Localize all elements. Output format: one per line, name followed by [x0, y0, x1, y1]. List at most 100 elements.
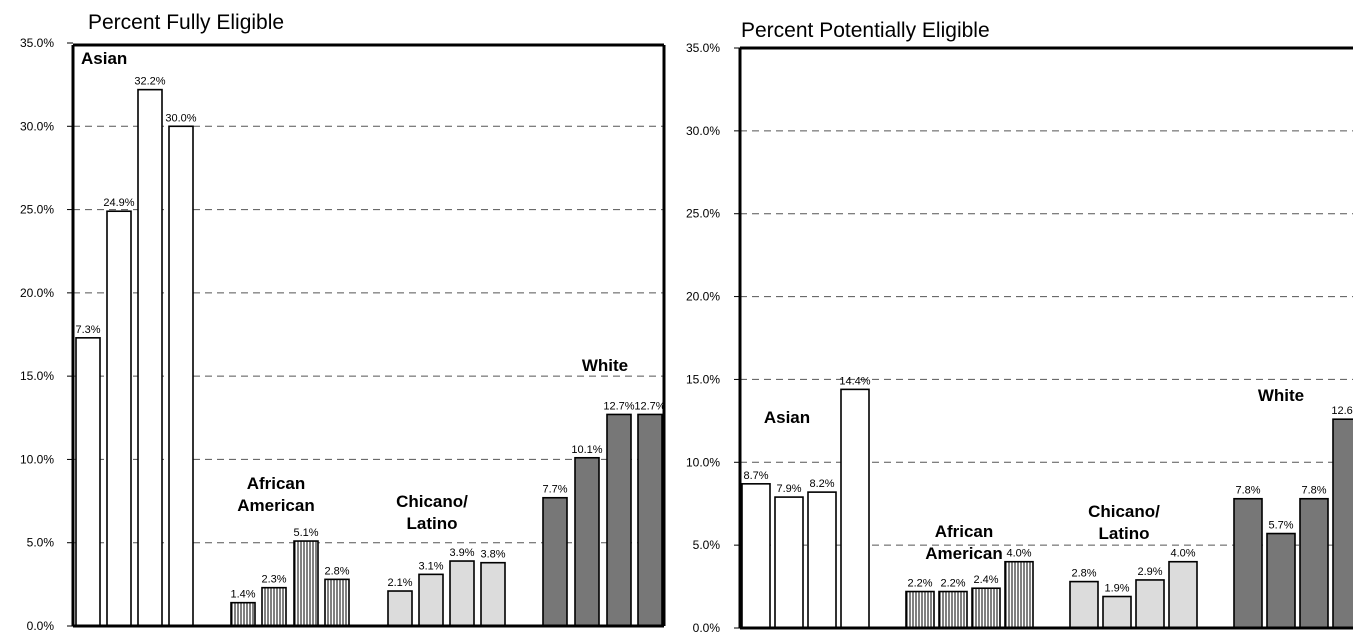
data-label: 10.1%: [571, 444, 602, 456]
y-tick-label: 15.0%: [20, 369, 54, 383]
y-tick-label: 5.0%: [27, 536, 55, 550]
data-label: 32.2%: [134, 76, 165, 88]
group-label-line: Chicano/: [1088, 502, 1160, 521]
y-tick-label: 0.0%: [27, 619, 55, 633]
bar: [574, 456, 600, 627]
group-label: African American: [925, 522, 1002, 563]
data-label: 4.0%: [1006, 548, 1031, 560]
bar: [293, 540, 319, 627]
bar: [1299, 497, 1329, 629]
data-label: 7.3%: [75, 324, 100, 336]
bar: [1004, 560, 1034, 629]
bar: [137, 88, 163, 627]
bar: [807, 491, 837, 629]
bar: [230, 601, 256, 627]
chart-potentially-eligible: Percent Potentially Eligible 0.0% 5.0% 10.…: [686, 19, 1353, 635]
group-label-line: Asian: [764, 408, 810, 427]
group-label: Chicano/Latino: [1088, 502, 1160, 543]
y-tick-label: 0.0%: [693, 621, 721, 635]
data-label: 24.9%: [103, 197, 134, 209]
group-label-line: African: [247, 474, 306, 493]
group-label: White: [582, 356, 628, 375]
data-label: 8.2%: [809, 478, 834, 490]
group-label-line: White: [1258, 386, 1304, 405]
bar: [75, 337, 101, 627]
data-label: 14.4%: [839, 375, 870, 387]
data-label: 3.1%: [418, 560, 443, 572]
group-label-line: White: [582, 356, 628, 375]
bar: [1168, 560, 1198, 629]
y-tick-label: 20.0%: [20, 286, 54, 300]
data-label: 4.0%: [1170, 548, 1195, 560]
data-label: 3.8%: [480, 549, 505, 561]
group-label-line: Chicano/: [396, 492, 468, 511]
data-label: 12.7%: [603, 400, 634, 412]
data-label: 7.8%: [1301, 485, 1326, 497]
data-label: 7.8%: [1235, 485, 1260, 497]
data-label: 2.4%: [973, 574, 998, 586]
y-tick-label: 35.0%: [686, 41, 720, 55]
data-label: 2.3%: [261, 574, 286, 586]
group-label-line: American: [237, 496, 314, 515]
y-tick-label: 5.0%: [693, 538, 721, 552]
group-label-line: African: [935, 522, 994, 541]
chart-title: Percent Potentially Eligible: [741, 19, 990, 42]
group-label: White: [1258, 386, 1304, 405]
y-tick-label: 15.0%: [686, 372, 720, 386]
y-tick-label: 25.0%: [20, 203, 54, 217]
y-tick-label: 35.0%: [20, 36, 54, 50]
y-tick-label: 10.0%: [20, 452, 54, 466]
bar: [741, 483, 771, 629]
y-tick-label: 30.0%: [20, 119, 54, 133]
data-label: 2.1%: [387, 577, 412, 589]
group-label-line: Latino: [1099, 524, 1150, 543]
data-label: 2.8%: [1071, 568, 1096, 580]
bar: [938, 590, 968, 629]
data-label: 30.0%: [165, 112, 196, 124]
data-label: 12.7%: [634, 400, 665, 412]
bar: [1332, 418, 1353, 629]
bar: [1069, 580, 1099, 629]
bar: [1233, 497, 1263, 629]
y-tick-label: 20.0%: [686, 290, 720, 304]
data-label: 7.7%: [542, 484, 567, 496]
data-label: 8.7%: [743, 470, 768, 482]
data-label: 1.9%: [1104, 583, 1129, 595]
bar: [905, 590, 935, 629]
data-label: 5.7%: [1268, 520, 1293, 532]
bar: [261, 586, 287, 627]
group-label: Asian: [81, 49, 127, 68]
bar: [542, 496, 568, 627]
bar: [971, 587, 1001, 629]
y-tick-label: 30.0%: [686, 124, 720, 138]
data-label: 2.2%: [907, 578, 932, 590]
bar: [840, 388, 870, 629]
group-label: Asian: [764, 408, 810, 427]
y-tick-label: 10.0%: [686, 455, 720, 469]
bar: [106, 210, 132, 627]
bar: [324, 578, 350, 627]
group-label: African American: [237, 474, 314, 515]
data-label: 2.9%: [1137, 566, 1162, 578]
bar: [606, 413, 632, 627]
group-label-line: American: [925, 544, 1002, 563]
data-label: 3.9%: [449, 547, 474, 559]
data-label: 2.8%: [324, 565, 349, 577]
data-label: 12.6%: [1331, 405, 1353, 417]
bar: [387, 590, 413, 627]
bar: [418, 573, 444, 627]
bar: [168, 125, 194, 627]
data-label: 5.1%: [293, 527, 318, 539]
y-tick-label: 25.0%: [686, 207, 720, 221]
bar: [1135, 579, 1165, 629]
group-label: Chicano/Latino: [396, 492, 468, 533]
bar: [1102, 595, 1132, 629]
bar: [637, 413, 663, 627]
bar: [480, 561, 506, 627]
bar: [449, 560, 475, 627]
data-label: 1.4%: [230, 589, 255, 601]
bar: [1266, 532, 1296, 629]
chart-title: Percent Fully Eligible: [88, 11, 284, 34]
